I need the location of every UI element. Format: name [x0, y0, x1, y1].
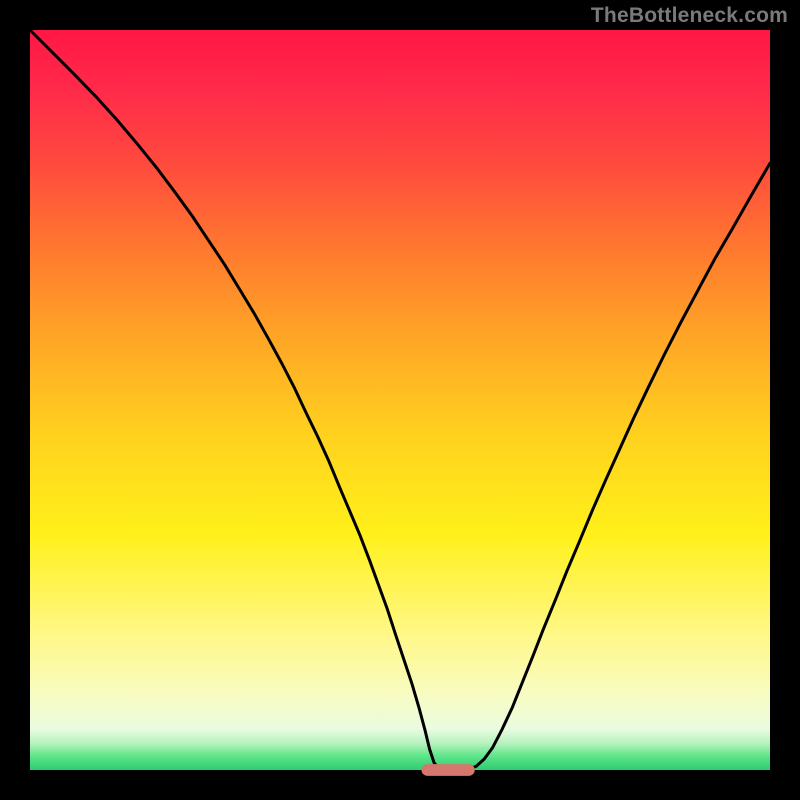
chart-container: TheBottleneck.com	[0, 0, 800, 800]
watermark-label: TheBottleneck.com	[591, 4, 788, 28]
bottleneck-chart	[0, 0, 800, 800]
gradient-background	[30, 30, 770, 770]
optimal-marker	[421, 764, 474, 776]
